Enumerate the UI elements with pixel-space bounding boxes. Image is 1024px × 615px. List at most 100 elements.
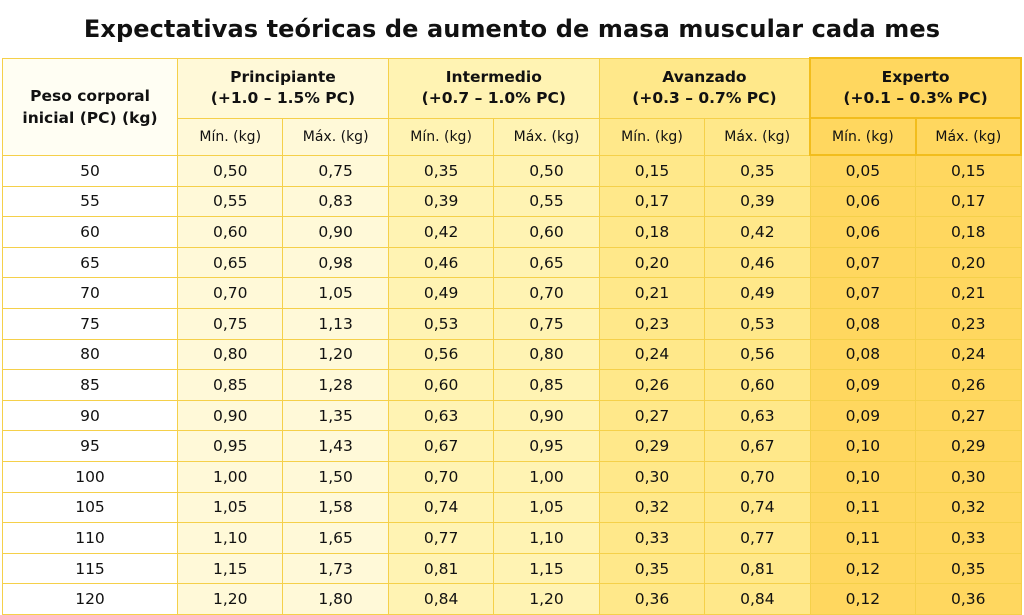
cell-principiante-min: 0,95: [176, 430, 284, 462]
table-row: 50 0,50 0,75 0,35 0,50 0,15 0,35 0,05 0,15: [2, 154, 1022, 187]
cell-principiante-max: 1,80: [282, 583, 389, 615]
table-row: 80 0,80 1,20 0,56 0,80 0,24 0,56 0,08 0,24: [2, 338, 1022, 371]
cell-avanzado-min: 0,17: [598, 185, 706, 218]
cell-avanzado-max: 0,46: [704, 246, 811, 279]
cell-avanzado-max: 0,84: [704, 583, 811, 615]
cell-principiante-min: 0,55: [176, 185, 284, 218]
cell-principiante-min: 0,85: [176, 369, 284, 401]
cell-avanzado-max: 0,49: [704, 277, 811, 309]
level-range: (+0.1 – 0.3% PC): [843, 89, 988, 107]
cell-intermedio-min: 0,81: [387, 552, 495, 585]
cell-experto-min: 0,07: [809, 277, 917, 309]
cell-avanzado-min: 0,21: [598, 277, 706, 309]
cell-intermedio-max: 1,20: [493, 583, 600, 615]
cell-principiante-max: 1,65: [282, 522, 389, 554]
cell-initial-weight: 95: [2, 430, 178, 462]
cell-avanzado-max: 0,67: [704, 430, 811, 462]
cell-principiante-min: 1,05: [176, 491, 284, 524]
cell-experto-min: 0,12: [809, 552, 917, 585]
cell-intermedio-max: 0,75: [493, 307, 600, 340]
cell-intermedio-max: 0,85: [493, 369, 600, 401]
cell-intermedio-min: 0,60: [387, 369, 495, 401]
level-range: (+0.7 – 1.0% PC): [421, 89, 566, 107]
cell-intermedio-min: 0,46: [387, 246, 495, 279]
cell-principiante-min: 0,60: [176, 216, 284, 248]
cell-principiante-max: 1,50: [282, 460, 389, 493]
cell-avanzado-max: 0,81: [704, 552, 811, 585]
cell-experto-max: 0,20: [915, 246, 1022, 279]
cell-avanzado-min: 0,20: [598, 246, 706, 279]
cell-avanzado-max: 0,74: [704, 491, 811, 524]
cell-experto-min: 0,10: [809, 430, 917, 462]
cell-experto-max: 0,35: [915, 552, 1022, 585]
cell-principiante-min: 0,90: [176, 399, 284, 432]
cell-principiante-max: 0,98: [282, 246, 389, 279]
cell-intermedio-min: 0,35: [387, 154, 495, 187]
cell-principiante-max: 0,75: [282, 154, 389, 187]
cell-principiante-max: 0,83: [282, 185, 389, 218]
table-row: 55 0,55 0,83 0,39 0,55 0,17 0,39 0,06 0,17: [2, 185, 1022, 218]
cell-initial-weight: 105: [2, 491, 178, 524]
cell-experto-min: 0,07: [809, 246, 917, 279]
cell-experto-min: 0,11: [809, 491, 917, 524]
table-row: 85 0,85 1,28 0,60 0,85 0,26 0,60 0,09 0,26: [2, 369, 1022, 401]
cell-avanzado-min: 0,15: [598, 154, 706, 187]
cell-intermedio-max: 1,10: [493, 522, 600, 554]
header-min: Mín. (kg): [598, 117, 706, 156]
cell-avanzado-min: 0,26: [598, 369, 706, 401]
table-row: 100 1,00 1,50 0,70 1,00 0,30 0,70 0,10 0,30: [2, 460, 1022, 493]
cell-principiante-min: 0,70: [176, 277, 284, 309]
cell-experto-min: 0,08: [809, 307, 917, 340]
cell-intermedio-max: 1,15: [493, 552, 600, 585]
cell-avanzado-min: 0,36: [598, 583, 706, 615]
cell-experto-min: 0,11: [809, 522, 917, 554]
cell-principiante-max: 1,28: [282, 369, 389, 401]
cell-avanzado-max: 0,56: [704, 338, 811, 371]
cell-avanzado-min: 0,32: [598, 491, 706, 524]
cell-intermedio-min: 0,63: [387, 399, 495, 432]
cell-principiante-max: 1,73: [282, 552, 389, 585]
table-row: 70 0,70 1,05 0,49 0,70 0,21 0,49 0,07 0,21: [2, 277, 1022, 309]
cell-initial-weight: 80: [2, 338, 178, 371]
cell-initial-weight: 65: [2, 246, 178, 279]
header-min: Mín. (kg): [387, 117, 495, 156]
cell-experto-max: 0,32: [915, 491, 1022, 524]
cell-avanzado-min: 0,29: [598, 430, 706, 462]
cell-intermedio-max: 0,60: [493, 216, 600, 248]
cell-initial-weight: 100: [2, 460, 178, 493]
table-row: 105 1,05 1,58 0,74 1,05 0,32 0,74 0,11 0,32: [2, 491, 1022, 524]
cell-intermedio-min: 0,39: [387, 185, 495, 218]
cell-experto-max: 0,29: [915, 430, 1022, 462]
cell-intermedio-max: 0,95: [493, 430, 600, 462]
header-level-avanzado: Avanzado (+0.3 – 0.7% PC): [598, 57, 811, 119]
header-max: Máx. (kg): [914, 117, 1023, 156]
cell-experto-max: 0,18: [915, 216, 1022, 248]
cell-avanzado-min: 0,27: [598, 399, 706, 432]
cell-principiante-max: 1,05: [282, 277, 389, 309]
header-row-minmax: Mín. (kg) Máx. (kg) Mín. (kg) Máx. (kg) …: [3, 117, 1023, 156]
table-row: 75 0,75 1,13 0,53 0,75 0,23 0,53 0,08 0,23: [2, 307, 1022, 340]
level-name: Intermedio: [445, 68, 542, 86]
cell-intermedio-max: 0,55: [493, 185, 600, 218]
cell-intermedio-max: 0,65: [493, 246, 600, 279]
cell-intermedio-min: 0,70: [387, 460, 495, 493]
level-name: Principiante: [230, 68, 336, 86]
cell-avanzado-max: 0,39: [704, 185, 811, 218]
cell-experto-min: 0,09: [809, 369, 917, 401]
page-title: Expectativas teóricas de aumento de masa…: [83, 15, 941, 43]
header-min: Mín. (kg): [809, 117, 917, 156]
cell-principiante-min: 1,15: [176, 552, 284, 585]
cell-avanzado-max: 0,42: [704, 216, 811, 248]
header-level-experto: Experto (+0.1 – 0.3% PC): [809, 57, 1022, 119]
cell-experto-max: 0,26: [915, 369, 1022, 401]
cell-experto-max: 0,33: [915, 522, 1022, 554]
cell-intermedio-min: 0,56: [387, 338, 495, 371]
cell-experto-min: 0,06: [809, 185, 917, 218]
cell-experto-max: 0,36: [915, 583, 1022, 615]
cell-intermedio-min: 0,42: [387, 216, 495, 248]
cell-initial-weight: 50: [2, 154, 178, 187]
cell-avanzado-min: 0,33: [598, 522, 706, 554]
cell-avanzado-max: 0,70: [704, 460, 811, 493]
level-name: Experto: [881, 68, 950, 86]
header-max: Máx. (kg): [493, 117, 600, 156]
